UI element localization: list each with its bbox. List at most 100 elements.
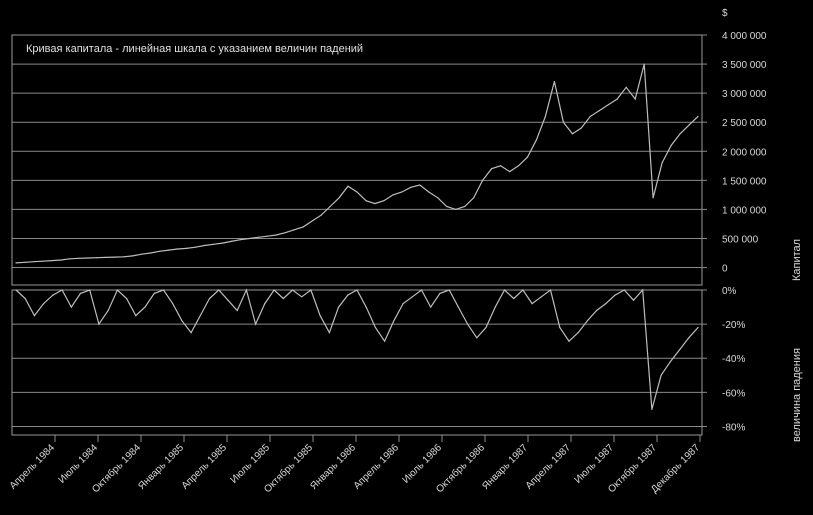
drawdown-line-point — [135, 315, 137, 317]
drawdown-line-point — [540, 296, 542, 298]
equity-line-point — [168, 249, 170, 251]
equity-line-point — [401, 191, 403, 193]
equity-line-point — [553, 80, 556, 83]
equity-line-point — [455, 208, 457, 210]
drawdown-line-point — [374, 326, 376, 329]
equity-line-point — [347, 185, 349, 187]
equity-line-point — [96, 257, 98, 259]
drawdown-line-point — [98, 323, 100, 325]
equity-line-point — [410, 186, 412, 188]
equity-line-point — [230, 240, 232, 242]
x-tick-label: Июль 1985 — [229, 442, 273, 486]
drawdown-line-point — [669, 361, 672, 363]
equity-line-point — [105, 256, 107, 258]
x-tick-label: Апрель 1987 — [524, 442, 574, 492]
drawdown-line-point — [218, 289, 220, 291]
bottom-y-tick-label: -60% — [722, 388, 745, 399]
drawdown-line-point — [660, 374, 662, 376]
bottom-y-axis-title: величина падения — [791, 348, 803, 442]
equity-line-point — [544, 115, 547, 117]
x-tick-label: Июль 1986 — [401, 442, 445, 486]
equity-line-point — [625, 86, 627, 88]
drawdown-line-point — [70, 306, 72, 308]
drawdown-line-point — [126, 297, 128, 300]
x-tick-label: Июль 1987 — [573, 442, 617, 486]
equity-line-point — [535, 139, 538, 141]
equity-line-point — [679, 133, 681, 135]
equity-line-point — [302, 226, 304, 228]
drawdown-line-point — [291, 289, 294, 291]
equity-line-point — [266, 235, 268, 237]
top-panel-frame — [11, 34, 703, 286]
equity-line-point — [616, 98, 618, 100]
equity-line-point — [598, 110, 600, 112]
drawdown-line-point — [623, 289, 625, 291]
equity-line-point — [392, 194, 394, 196]
equity-line-point — [464, 205, 466, 208]
drawdown-line-point — [393, 320, 395, 322]
equity-line-point — [500, 165, 502, 167]
drawdown-line-point — [347, 294, 349, 296]
drawdown-line-point — [457, 306, 459, 308]
drawdown-line-point — [79, 292, 82, 294]
top-y-tick-label: 2 000 000 — [722, 147, 767, 158]
equity-line-point — [132, 255, 134, 257]
drawdown-line-point — [503, 289, 506, 291]
drawdown-line-point — [33, 315, 36, 317]
drawdown-line-point — [642, 289, 644, 291]
equity-line-point — [203, 244, 205, 247]
top-y-tick-label: 2 500 000 — [722, 118, 767, 129]
equity-line-point — [87, 257, 89, 259]
x-tick-label: Июль 1984 — [57, 442, 101, 486]
equity-line-point — [661, 162, 663, 164]
equity-line-point — [383, 200, 385, 202]
equity-line-point — [176, 248, 179, 250]
equity-line-point — [356, 191, 358, 193]
equity-line-point — [365, 200, 367, 202]
equity-line-point — [652, 197, 654, 199]
drawdown-line-point — [61, 289, 63, 291]
bottom-y-tick-label: -80% — [722, 422, 745, 433]
equity-line-point — [697, 115, 699, 117]
drawdown-line-point — [153, 292, 155, 294]
equity-line-point — [329, 205, 331, 208]
equity-line-point — [123, 256, 125, 258]
equity-line-point — [580, 127, 582, 129]
top-y-tick-label: 3 500 000 — [722, 60, 767, 71]
drawdown-line-point — [255, 323, 257, 325]
equity-line-point — [634, 98, 636, 100]
drawdown-line-point — [568, 340, 570, 342]
top-y-tick-label: 1 500 000 — [722, 176, 767, 187]
equity-line-point — [589, 115, 591, 117]
drawdown-line-point — [310, 289, 312, 291]
top-y-tick-label: 500 000 — [722, 234, 759, 245]
drawdown-line-point — [494, 306, 496, 308]
drawdown-line-point — [338, 306, 340, 308]
drawdown-line-point — [356, 289, 358, 291]
drawdown-line-point — [531, 303, 533, 305]
top-y-tick-label: 1 000 000 — [722, 205, 767, 216]
equity-line-point — [150, 252, 152, 254]
drawdown-line-point — [522, 289, 524, 291]
drawdown-line-point — [107, 309, 109, 312]
drawdown-line-point — [467, 323, 469, 325]
x-tick-label: Апрель 1986 — [352, 442, 402, 492]
drawdown-line-point — [651, 408, 653, 410]
equity-line-point — [293, 229, 295, 231]
bottom-y-tick-label: 0% — [722, 286, 737, 297]
drawdown-line-point — [688, 337, 690, 339]
drawdown-series — [15, 288, 699, 410]
drawdown-line-point — [116, 289, 118, 291]
drawdown-line-point — [208, 297, 211, 300]
drawdown-line-point — [172, 303, 174, 305]
drawdown-line-point — [420, 289, 423, 291]
drawdown-line-point — [411, 296, 413, 298]
drawdown-line-point — [301, 296, 303, 298]
top-panel-grid — [12, 34, 702, 269]
equity-line-point — [141, 253, 143, 255]
drawdown-line-point — [632, 299, 635, 301]
drawdown-line-point — [89, 289, 91, 291]
equity-line-point — [607, 104, 609, 106]
equity-line-point — [275, 234, 277, 236]
